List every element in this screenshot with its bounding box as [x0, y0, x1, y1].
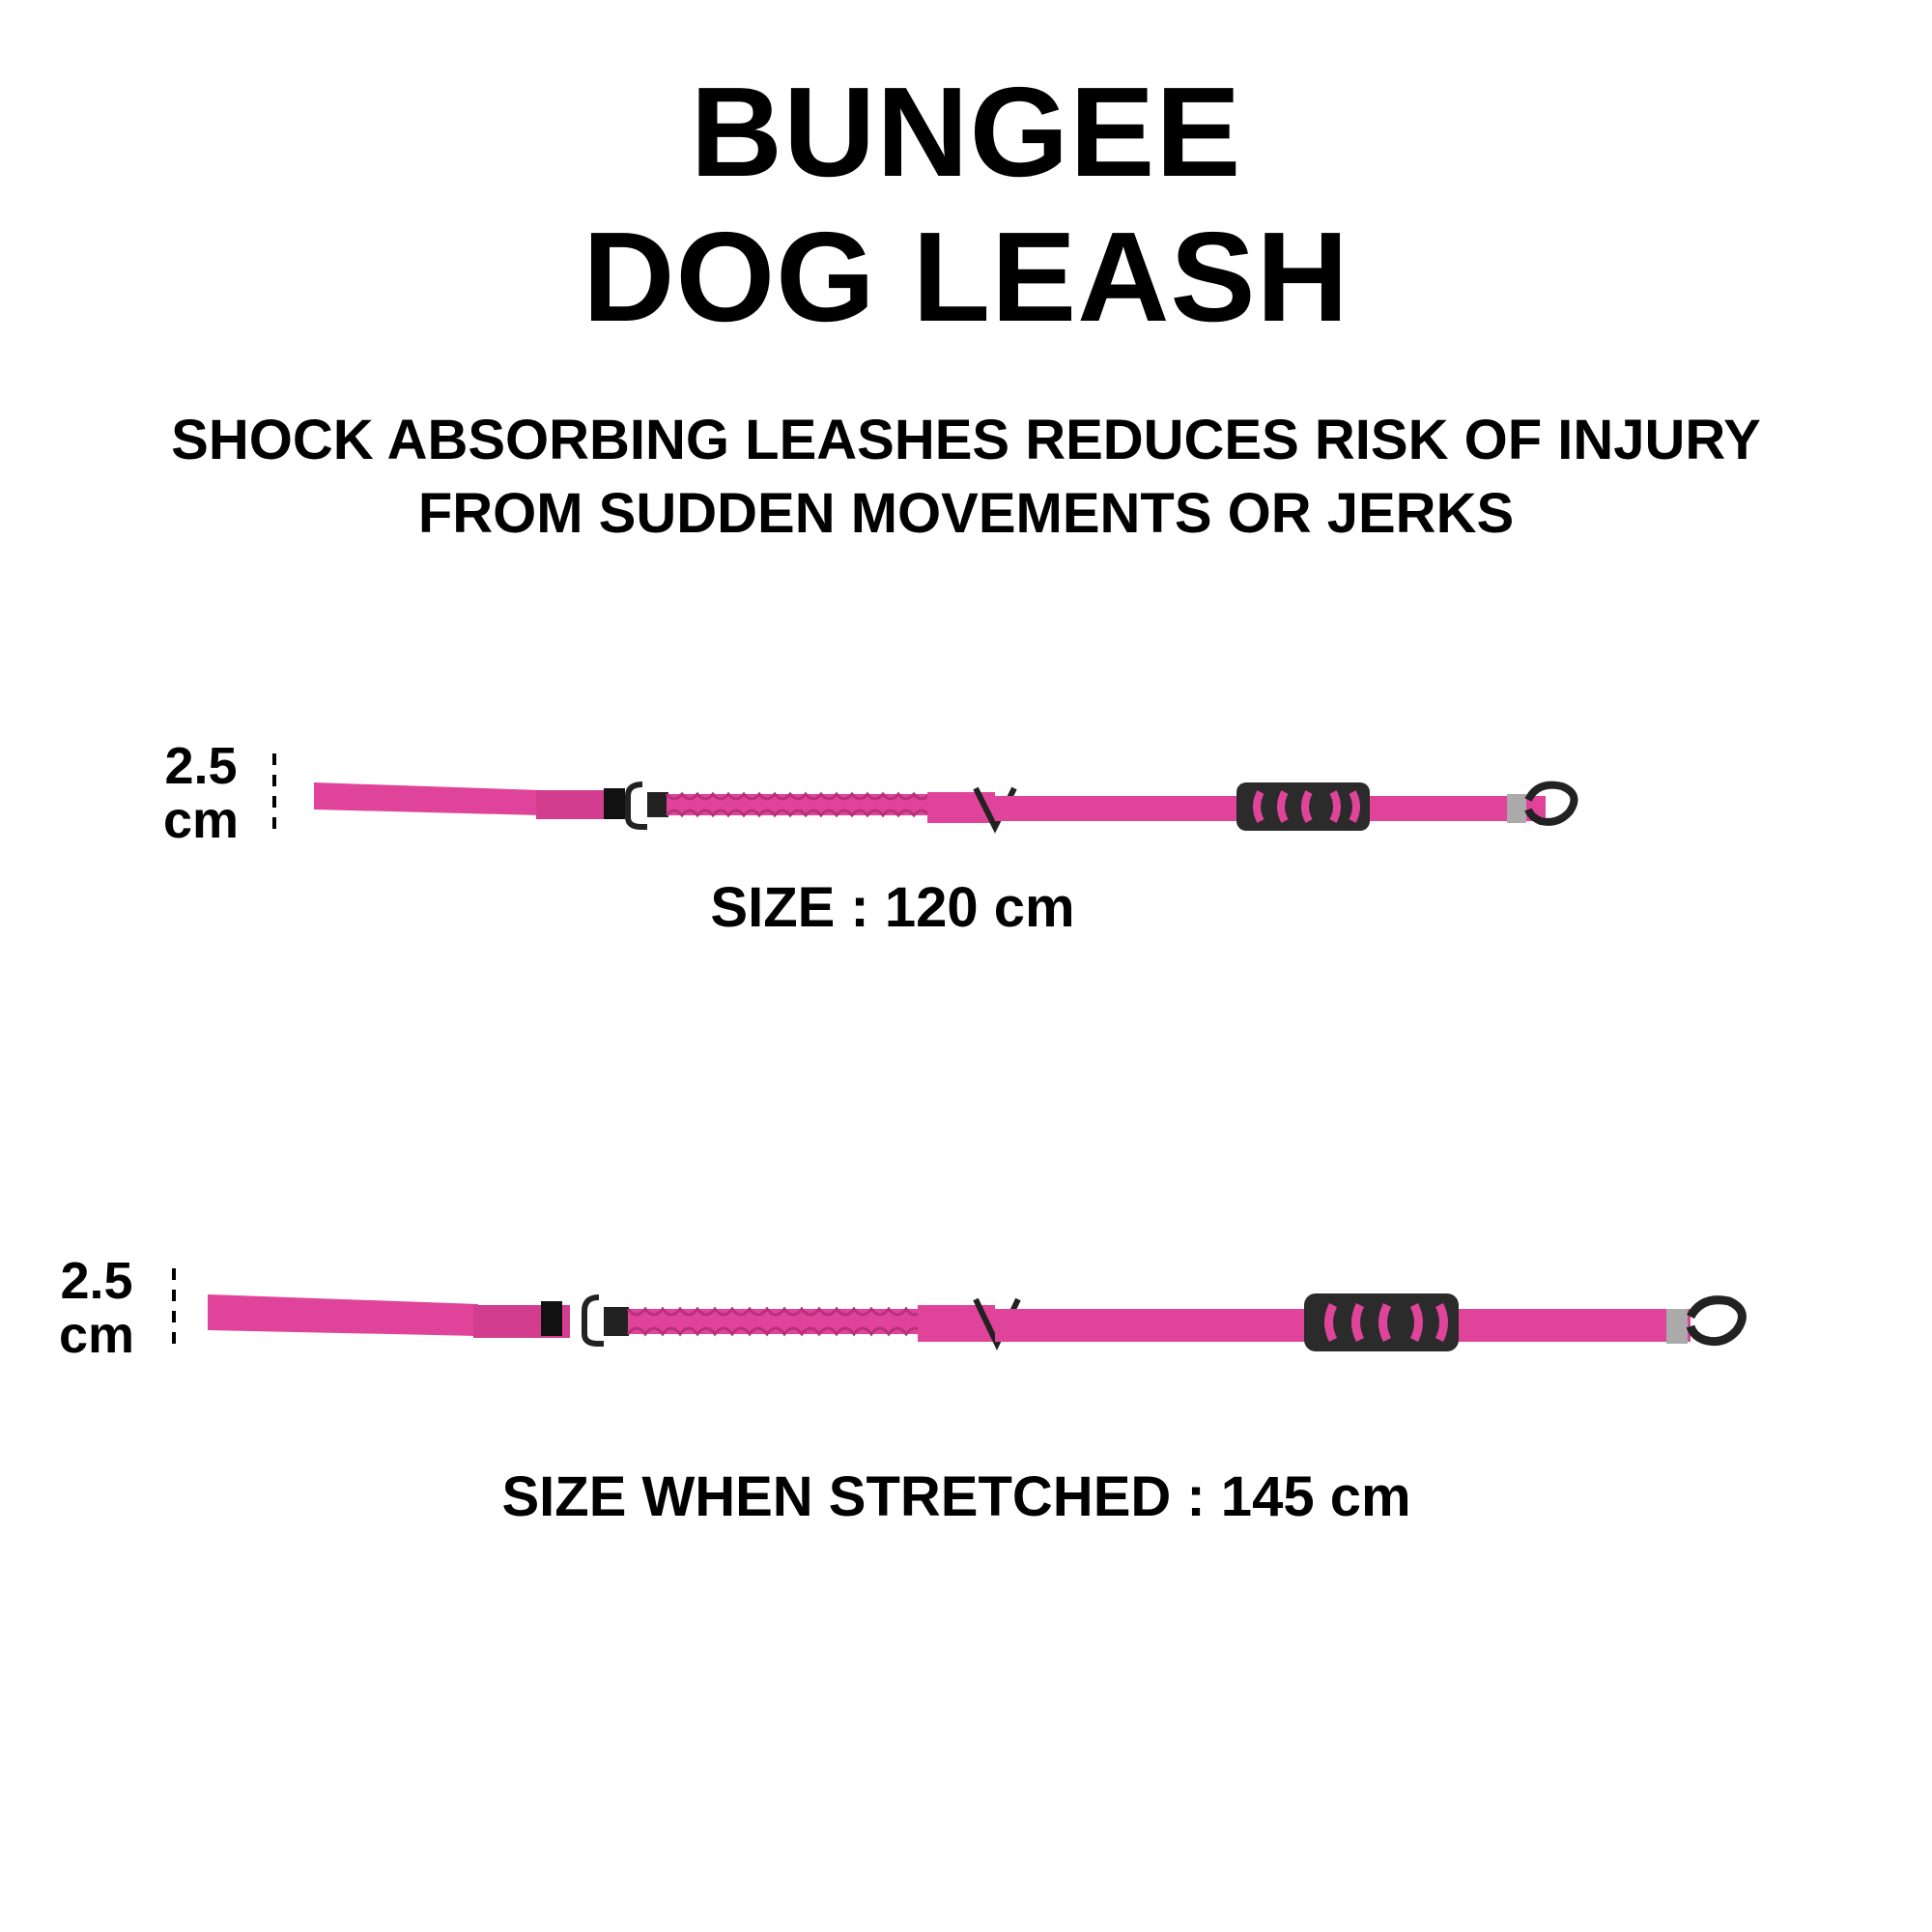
leash-bungee-section	[665, 791, 937, 818]
leash-image-stretched	[208, 1293, 1747, 1351]
leash-handle-loop	[314, 782, 541, 815]
leash-swivel-clip	[1686, 1295, 1747, 1347]
leash-handle-loop	[208, 1294, 478, 1336]
leash-handle-join	[536, 790, 613, 819]
page-title-line-1: BUNGEE	[690, 61, 1242, 203]
leash-bungee-section	[626, 1306, 927, 1337]
leash-swivel-clip	[1524, 781, 1578, 826]
subtitle-line-2: FROM SUDDEN MOVEMENTS OR JERKS	[417, 482, 1515, 545]
page-title-line-2: DOG LEASH	[582, 206, 1350, 348]
width-dash-marker	[172, 1268, 176, 1346]
leash-image-normal	[314, 781, 1578, 834]
leash-clip	[625, 781, 647, 830]
subtitle-line-1: SHOCK ABSORBING LEASHES REDUCES RISK OF …	[171, 409, 1761, 471]
leash-width-unit: cm	[162, 791, 240, 849]
leash-width-unit: cm	[58, 1306, 135, 1364]
leash-width-label: 2.5 cm	[143, 739, 259, 847]
leash-width-value: 2.5	[164, 737, 238, 795]
leash-clip	[582, 1294, 604, 1347]
size-label-stretched: SIZE WHEN STRETCHED : 145 cm	[501, 1465, 1411, 1528]
leash-width-label-stretched: 2.5 cm	[39, 1254, 155, 1362]
leash-buckle	[541, 1301, 562, 1336]
width-dash-marker	[272, 753, 276, 831]
size-label-normal: SIZE : 120 cm	[710, 876, 1075, 939]
leash-width-value: 2.5	[60, 1252, 133, 1310]
leash-buckle	[604, 788, 625, 819]
leash-traffic-handle	[1236, 782, 1370, 831]
leash-traffic-handle	[1304, 1293, 1459, 1351]
